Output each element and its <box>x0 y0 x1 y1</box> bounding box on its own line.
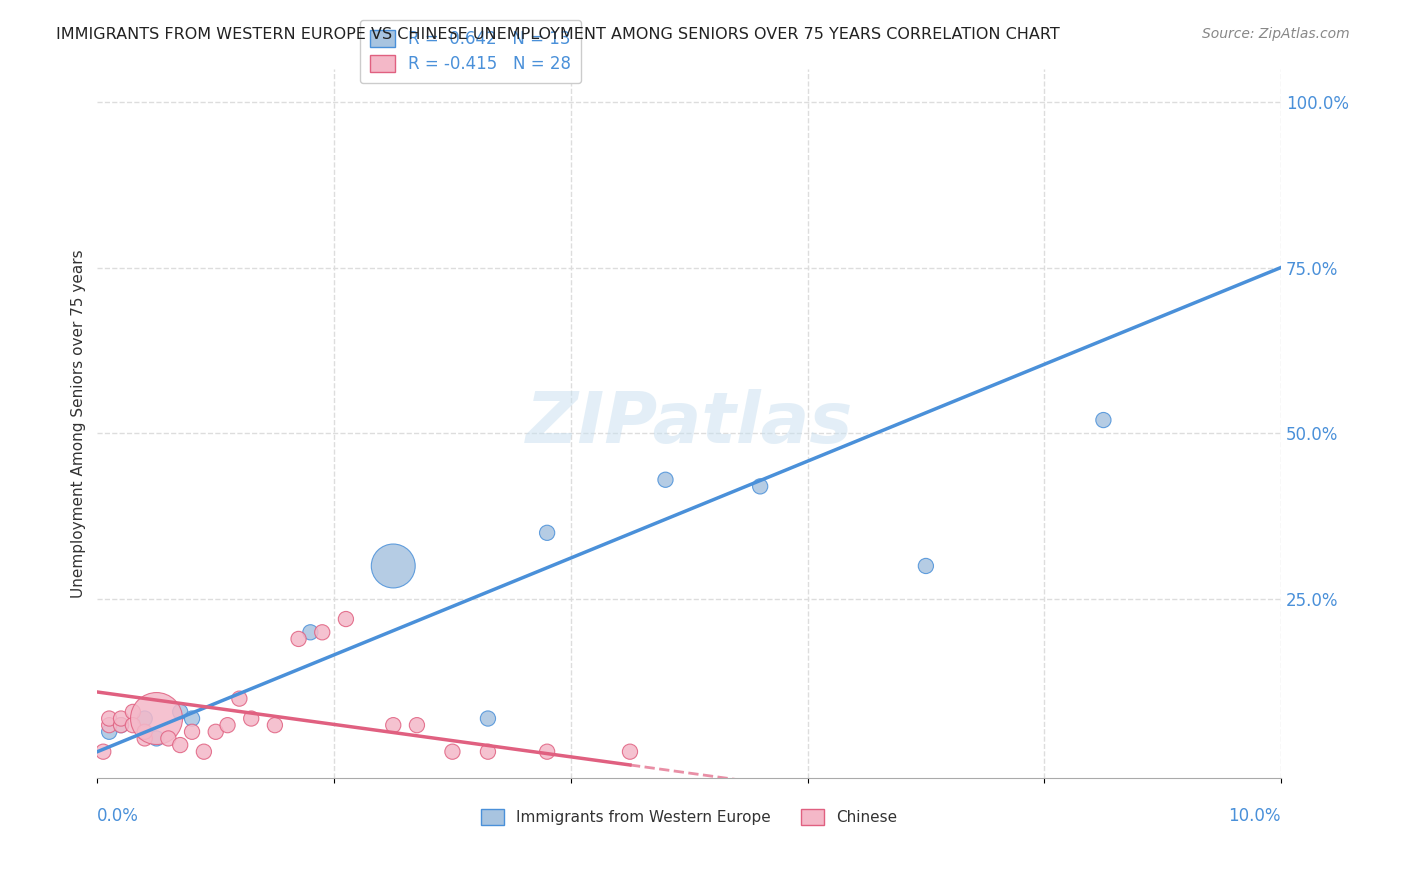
Text: 0.0%: 0.0% <box>97 806 139 825</box>
Point <box>536 525 558 540</box>
Point <box>406 718 429 732</box>
Point <box>619 745 641 759</box>
Point <box>134 724 156 739</box>
Point <box>287 632 309 646</box>
Point <box>134 731 156 746</box>
Text: Source: ZipAtlas.com: Source: ZipAtlas.com <box>1202 27 1350 41</box>
Legend: Immigrants from Western Europe, Chinese: Immigrants from Western Europe, Chinese <box>471 800 907 834</box>
Point <box>157 731 180 746</box>
Point <box>311 625 333 640</box>
Point <box>169 738 191 752</box>
Point <box>145 712 167 726</box>
Point <box>121 705 143 719</box>
Point <box>240 712 263 726</box>
Point <box>110 712 132 726</box>
Text: ZIPatlas: ZIPatlas <box>526 389 853 458</box>
Point <box>915 559 938 574</box>
Point <box>536 745 558 759</box>
Text: IMMIGRANTS FROM WESTERN EUROPE VS CHINESE UNEMPLOYMENT AMONG SENIORS OVER 75 YEA: IMMIGRANTS FROM WESTERN EUROPE VS CHINES… <box>56 27 1060 42</box>
Point <box>382 718 405 732</box>
Point <box>91 745 114 759</box>
Point <box>382 559 405 574</box>
Point <box>134 712 156 726</box>
Point <box>299 625 322 640</box>
Point <box>121 718 143 732</box>
Point <box>228 691 250 706</box>
Point <box>654 473 676 487</box>
Point <box>441 745 464 759</box>
Text: 10.0%: 10.0% <box>1229 806 1281 825</box>
Point <box>169 705 191 719</box>
Point <box>98 712 121 726</box>
Point <box>98 724 121 739</box>
Point <box>1092 413 1115 427</box>
Point <box>145 731 167 746</box>
Point <box>217 718 239 732</box>
Point <box>264 718 287 732</box>
Y-axis label: Unemployment Among Seniors over 75 years: Unemployment Among Seniors over 75 years <box>72 249 86 598</box>
Point <box>110 718 132 732</box>
Point <box>193 745 215 759</box>
Point <box>749 479 772 493</box>
Point <box>110 718 132 732</box>
Point <box>477 745 499 759</box>
Point <box>181 724 204 739</box>
Point <box>204 724 226 739</box>
Point <box>181 712 204 726</box>
Point <box>335 612 357 626</box>
Point <box>477 712 499 726</box>
Point <box>98 718 121 732</box>
